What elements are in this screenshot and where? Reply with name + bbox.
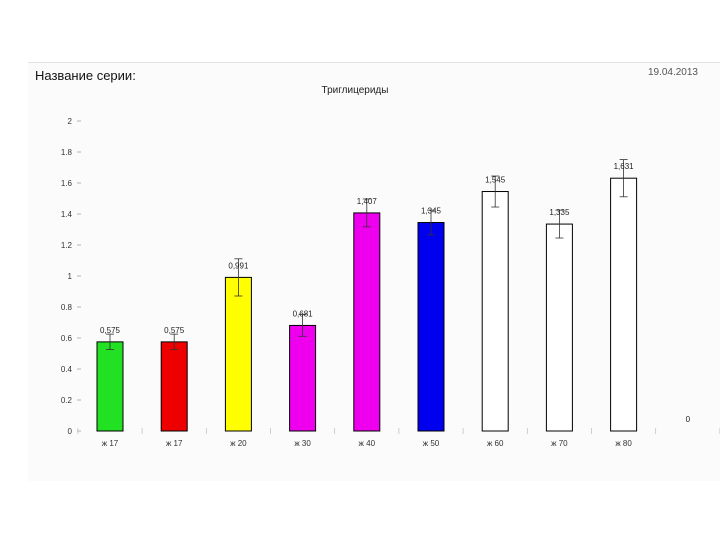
chart-title: Триглицериды (322, 85, 389, 96)
bar (353, 212, 381, 432)
data-label: 0,991 (228, 261, 249, 270)
y-tick-label: 0.2 (61, 396, 73, 405)
data-label: 1,407 (357, 197, 378, 206)
data-label: 0 (686, 415, 691, 424)
bar (481, 191, 509, 432)
x-tick-label: ж 80 (615, 439, 632, 448)
y-tick-label: 1.4 (61, 210, 73, 219)
bar (417, 222, 445, 432)
x-tick-label: ж 40 (359, 439, 376, 448)
bar (545, 223, 573, 432)
y-tick-label: 0.4 (61, 365, 73, 374)
y-tick-label: 0 (68, 427, 73, 436)
data-label: 1,545 (485, 176, 506, 185)
data-label: 1,335 (549, 208, 570, 217)
data-label: 1,345 (421, 207, 442, 216)
y-tick-label: 2 (68, 117, 73, 126)
x-tick-label: ж 17 (102, 439, 119, 448)
y-tick-label: 1.2 (61, 241, 73, 250)
data-label: 1,631 (614, 162, 635, 171)
y-tick-label: 0.8 (61, 303, 73, 312)
data-label: 0,575 (164, 326, 185, 335)
x-tick-label: ж 20 (230, 439, 247, 448)
x-tick-label: ж 60 (487, 439, 504, 448)
date-label: 19.04.2013 (647, 67, 698, 78)
x-tick-label: ж 70 (551, 439, 568, 448)
y-tick-label: 1 (68, 272, 73, 281)
data-label: 0,575 (100, 326, 121, 335)
bar (289, 324, 317, 432)
x-tick-label: ж 17 (166, 439, 183, 448)
bar (160, 341, 188, 432)
series-name-label: Название серии: (35, 68, 136, 83)
bar (610, 177, 638, 432)
bars-group: 0,575 ж 17 0,575 ж 17 0,991 ж 20 0,681 ж 30 1,40… (96, 159, 691, 448)
y-tick-label: 1.6 (61, 179, 73, 188)
bar (96, 341, 124, 432)
y-axis: 0 0.2 0.4 0.6 0.8 1 1.2 1.4 1.6 1.8 2 (61, 117, 720, 436)
data-label: 0,681 (293, 309, 314, 318)
x-tick-label: ж 30 (294, 439, 311, 448)
bar (224, 276, 252, 432)
y-tick-label: 1.8 (61, 148, 73, 157)
x-tick-label: ж 50 (423, 439, 440, 448)
y-tick-label: 0.6 (61, 334, 73, 343)
